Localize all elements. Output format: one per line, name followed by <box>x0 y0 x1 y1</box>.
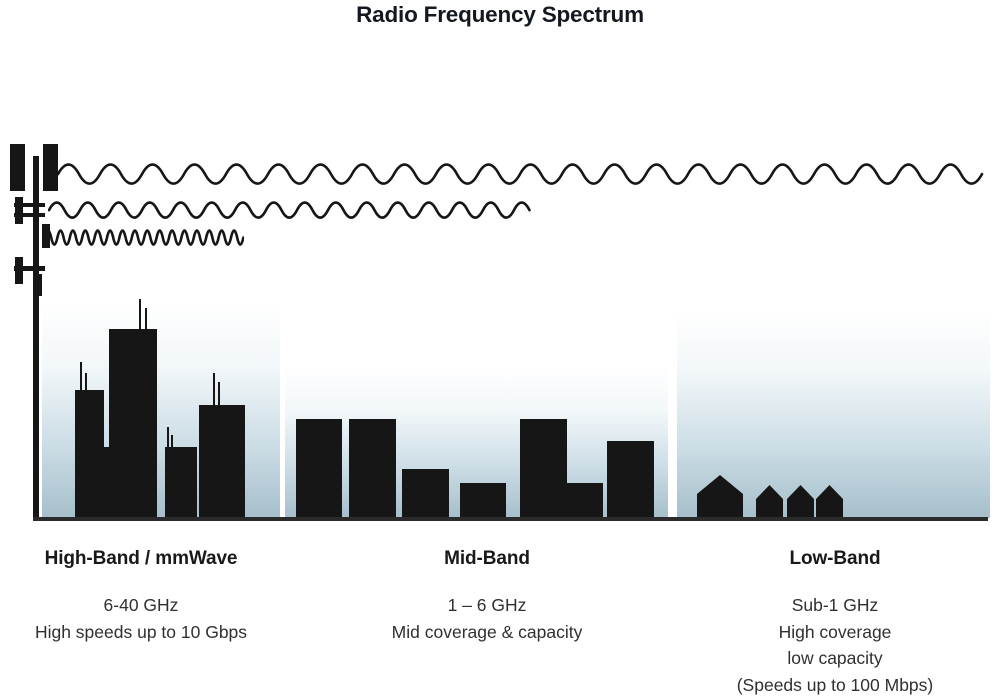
high-band-building <box>199 405 245 518</box>
house-icon <box>756 485 783 518</box>
rooftop-antenna <box>171 435 173 447</box>
mid-band-building <box>607 441 654 518</box>
tower-crossarm-upper-b <box>14 213 45 217</box>
rooftop-antenna <box>213 373 215 405</box>
mid-band-building <box>349 419 396 518</box>
mid-band-building <box>520 419 567 518</box>
tower-antenna-panel-left <box>10 144 25 191</box>
tower-mast <box>33 156 39 518</box>
mid-band-building <box>402 469 449 518</box>
tower-crossarm-lower <box>14 266 45 271</box>
tower-crossarm-upper-a <box>14 203 45 207</box>
ground-line <box>33 517 988 521</box>
high-band-caption: High-Band / mmWave 6-40 GHz High speeds up… <box>10 548 272 645</box>
short-wavelength-wave <box>44 229 244 247</box>
rooftop-antenna <box>218 382 220 405</box>
high-band-building <box>109 329 157 518</box>
low-band-caption: Low-Band Sub-1 GHz High coverage low capaci… <box>705 548 965 698</box>
mid-band-building <box>567 483 603 518</box>
rooftop-antenna <box>139 299 141 329</box>
tower-stub-lower <box>37 274 42 296</box>
high-band-building <box>165 447 197 518</box>
rooftop-antenna <box>80 362 82 390</box>
house-icon <box>697 475 743 518</box>
rooftop-antenna <box>145 308 147 329</box>
mid-band-building <box>296 419 342 518</box>
diagram-title: Radio Frequency Spectrum <box>356 2 644 27</box>
rooftop-antenna <box>167 427 169 447</box>
low-band-heading: Low-Band <box>789 548 881 569</box>
tower-side-panel-upper <box>15 197 23 224</box>
medium-wavelength-wave <box>48 201 531 219</box>
mid-band-heading: Mid-Band <box>444 548 530 569</box>
low-band-detail-line-2: High coverage <box>778 621 892 642</box>
long-wavelength-wave <box>57 163 984 185</box>
tower-side-panel-lower <box>15 257 23 284</box>
high-band-heading: High-Band / mmWave <box>44 548 238 569</box>
mid-band-building <box>460 483 506 518</box>
mid-band-caption: Mid-Band 1 – 6 GHz Mid coverage & capacity <box>357 548 617 645</box>
low-band-detail-line-3: low capacity <box>787 648 883 669</box>
mid-band-detail-line-2: Mid coverage & capacity <box>391 621 583 642</box>
house-icon <box>816 485 843 518</box>
mid-band-detail-line-1: 1 – 6 GHz <box>447 595 527 615</box>
high-band-building <box>103 447 109 518</box>
high-band-building <box>75 390 104 518</box>
tower-antenna-panel-right <box>43 144 58 191</box>
rooftop-antenna <box>85 373 87 390</box>
house-icon <box>787 485 814 518</box>
high-band-detail-line-1: 6-40 GHz <box>103 595 179 615</box>
low-band-detail-line-4: (Speeds up to 100 Mbps) <box>736 674 934 695</box>
low-band-detail-line-1: Sub-1 GHz <box>791 595 879 615</box>
high-band-detail-line-2: High speeds up to 10 Gbps <box>34 621 248 642</box>
